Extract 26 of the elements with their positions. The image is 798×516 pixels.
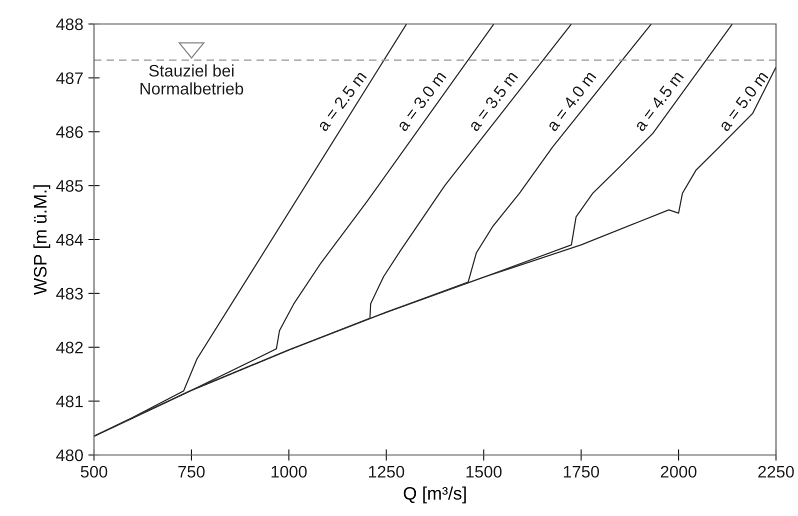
y-tick-label: 485 <box>56 180 83 192</box>
x-tick-label: 1000 <box>272 466 307 478</box>
y-tick-label: 481 <box>56 396 83 408</box>
y-tick-label: 487 <box>56 72 83 84</box>
text: a = 5.0 m <box>718 70 768 132</box>
text: a = 2.5 m <box>316 70 367 132</box>
text: a = 4.5 m <box>634 70 684 132</box>
y-tick-label: 486 <box>56 126 83 138</box>
text: a = 3.0 m <box>396 70 446 132</box>
y-tick-label: 482 <box>56 342 83 354</box>
y-tick-label: 488 <box>56 18 83 30</box>
y-axis-title: WSP [m ü.M.] <box>33 185 50 295</box>
ref-line-label: Stauziel bei Normalbetrieb <box>140 64 244 95</box>
text: a = 4.0 m <box>546 70 596 132</box>
x-tick-label: 500 <box>80 466 108 478</box>
x-tick-label: 1750 <box>564 466 600 478</box>
x-tick-label: 1500 <box>466 466 502 478</box>
y-tick-label: 484 <box>56 234 84 246</box>
text: a = 3.5 m <box>468 70 518 132</box>
x-tick-label: 1250 <box>369 466 404 478</box>
y-tick-label: 483 <box>56 288 83 300</box>
x-tick-label: 750 <box>178 466 205 478</box>
x-axis-title: Q [m³/s] <box>404 486 466 504</box>
y-tick-label: 480 <box>56 449 83 462</box>
x-tick-label: 2250 <box>758 466 794 478</box>
x-tick-label: 2000 <box>660 466 696 478</box>
